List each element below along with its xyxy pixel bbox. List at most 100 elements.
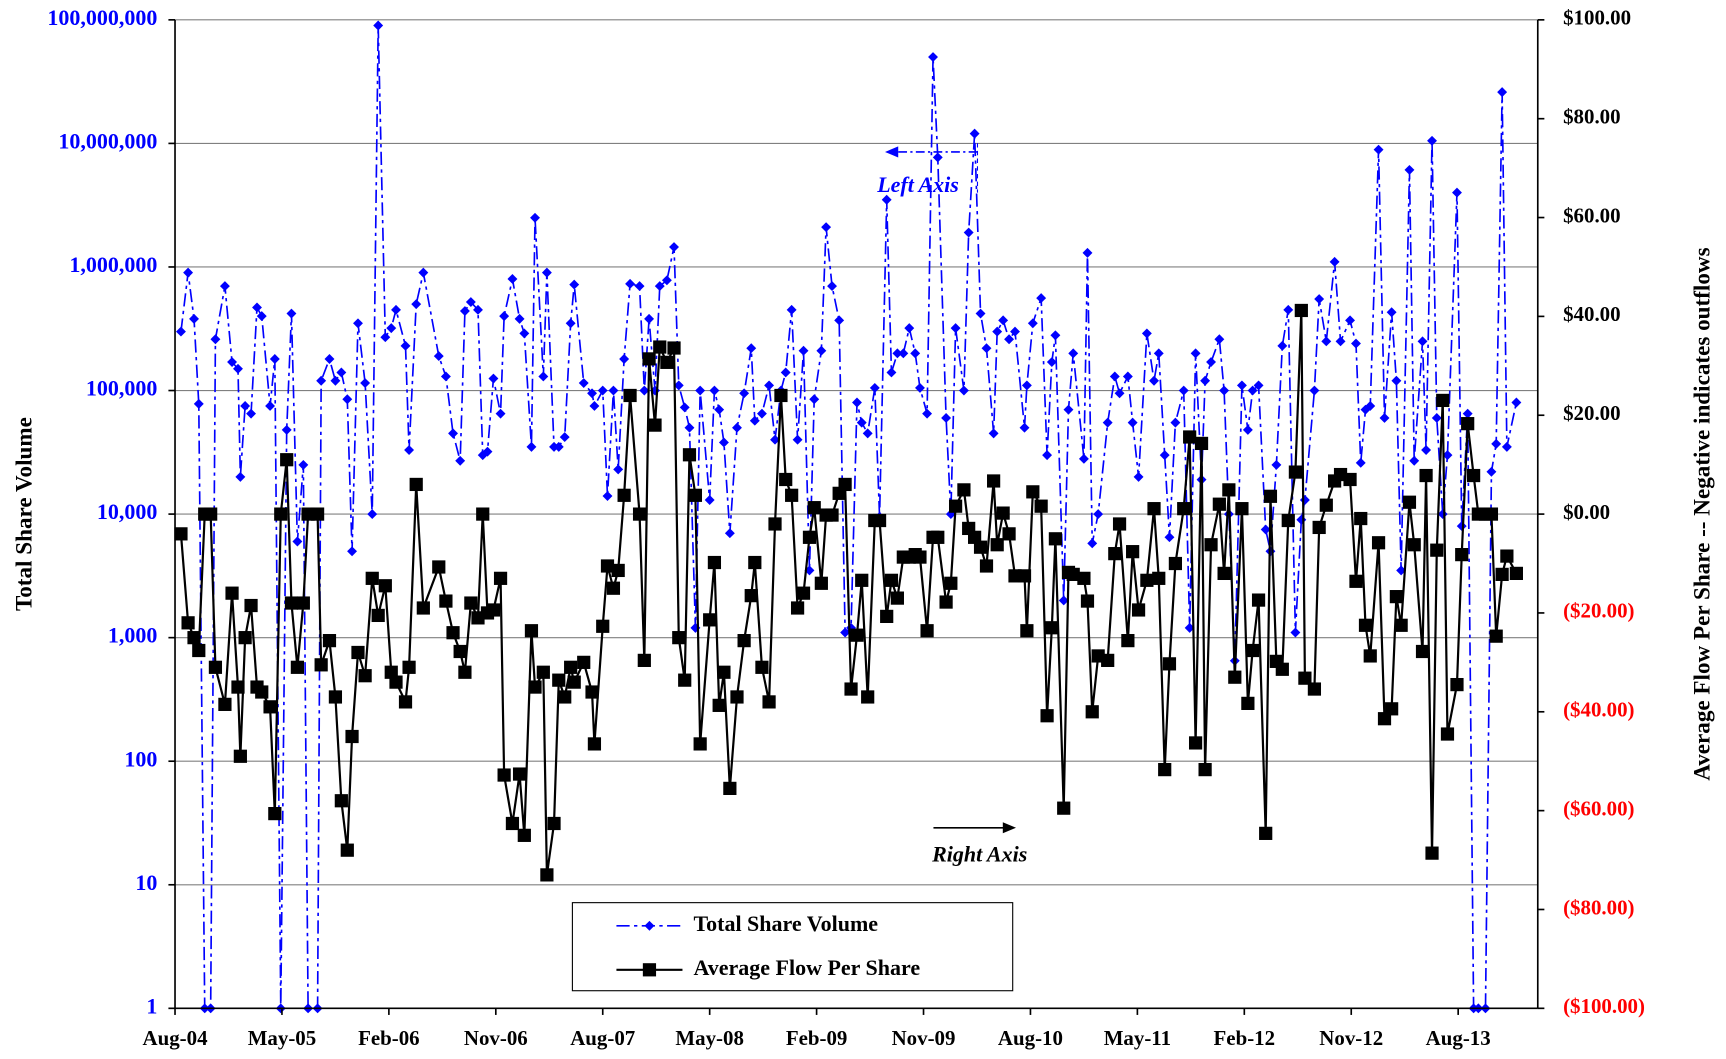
marker — [1484, 507, 1499, 521]
marker — [1242, 424, 1253, 435]
marker — [1036, 293, 1047, 304]
marker — [1040, 709, 1054, 723]
marker — [704, 495, 715, 505]
marker — [227, 357, 238, 368]
marker — [367, 509, 378, 520]
marker — [1164, 532, 1175, 543]
marker — [730, 690, 744, 704]
marker — [1379, 412, 1390, 423]
marker — [948, 499, 963, 513]
marker — [263, 700, 277, 714]
marker — [578, 378, 589, 388]
marker — [1275, 662, 1289, 676]
marker — [869, 382, 880, 393]
marker — [1168, 556, 1183, 571]
marker — [619, 354, 630, 364]
marker — [1222, 483, 1236, 497]
marker — [678, 673, 692, 687]
marker — [998, 315, 1009, 326]
marker — [606, 581, 621, 595]
marker — [530, 212, 540, 223]
marker — [1158, 763, 1172, 777]
marker — [1085, 705, 1099, 719]
marker — [988, 428, 999, 439]
annotation: Right Axis — [931, 841, 1027, 866]
marker — [1450, 677, 1464, 692]
marker — [712, 698, 726, 712]
marker — [1409, 455, 1420, 466]
marker — [756, 408, 767, 419]
marker — [528, 680, 542, 694]
marker — [1386, 307, 1397, 318]
marker — [981, 343, 992, 354]
y2-tick-label: $80.00 — [1563, 104, 1620, 128]
marker — [358, 669, 372, 683]
marker — [979, 559, 994, 573]
marker — [1343, 472, 1357, 487]
marker — [269, 354, 280, 364]
x-tick-label: Feb-12 — [1214, 1026, 1276, 1050]
marker — [1236, 380, 1247, 391]
marker — [1020, 624, 1034, 638]
marker — [1371, 536, 1386, 550]
marker — [1290, 627, 1301, 638]
marker — [987, 474, 1001, 488]
y-tick-label: 10,000,000 — [58, 128, 157, 153]
marker — [391, 304, 401, 315]
marker — [1131, 603, 1146, 617]
x-tick-label: May-05 — [248, 1026, 317, 1050]
marker — [834, 315, 845, 326]
marker — [1184, 622, 1195, 633]
marker — [792, 434, 803, 445]
marker — [587, 737, 602, 751]
marker — [703, 613, 717, 627]
marker — [1461, 417, 1475, 431]
marker — [1034, 499, 1048, 513]
marker — [1102, 417, 1113, 428]
marker — [684, 422, 695, 433]
marker — [1455, 548, 1469, 562]
marker — [567, 675, 581, 689]
marker — [204, 507, 218, 521]
marker — [380, 332, 391, 343]
marker — [1314, 294, 1325, 305]
marker — [1419, 468, 1433, 483]
marker — [347, 546, 358, 557]
marker — [661, 275, 672, 286]
marker — [1349, 574, 1363, 588]
marker — [798, 345, 809, 356]
marker — [749, 415, 760, 426]
marker — [536, 665, 550, 679]
marker — [256, 311, 267, 322]
marker — [1283, 304, 1294, 315]
marker — [928, 52, 938, 62]
marker — [1026, 485, 1040, 499]
marker — [1456, 521, 1467, 532]
marker — [314, 658, 328, 672]
marker — [957, 483, 971, 497]
x-tick-label: May-11 — [1104, 1026, 1171, 1050]
marker — [844, 682, 858, 696]
marker — [465, 297, 476, 308]
y2-tick-label: ($100.00) — [1563, 994, 1645, 1018]
marker — [1277, 340, 1288, 351]
marker — [1425, 846, 1439, 860]
marker — [174, 527, 188, 541]
marker — [597, 385, 608, 396]
marker — [1183, 430, 1197, 444]
marker — [433, 351, 444, 362]
marker — [780, 367, 791, 378]
marker — [639, 385, 650, 396]
marker — [1077, 571, 1091, 585]
marker — [1427, 135, 1437, 146]
marker — [1198, 763, 1212, 777]
marker — [1027, 318, 1038, 329]
grid — [175, 19, 1538, 1009]
marker — [577, 655, 591, 669]
x-tick-label: May-08 — [675, 1026, 744, 1050]
marker — [219, 281, 230, 292]
marker — [1389, 590, 1403, 604]
marker — [497, 768, 511, 782]
marker — [328, 690, 343, 704]
marker — [459, 306, 470, 316]
